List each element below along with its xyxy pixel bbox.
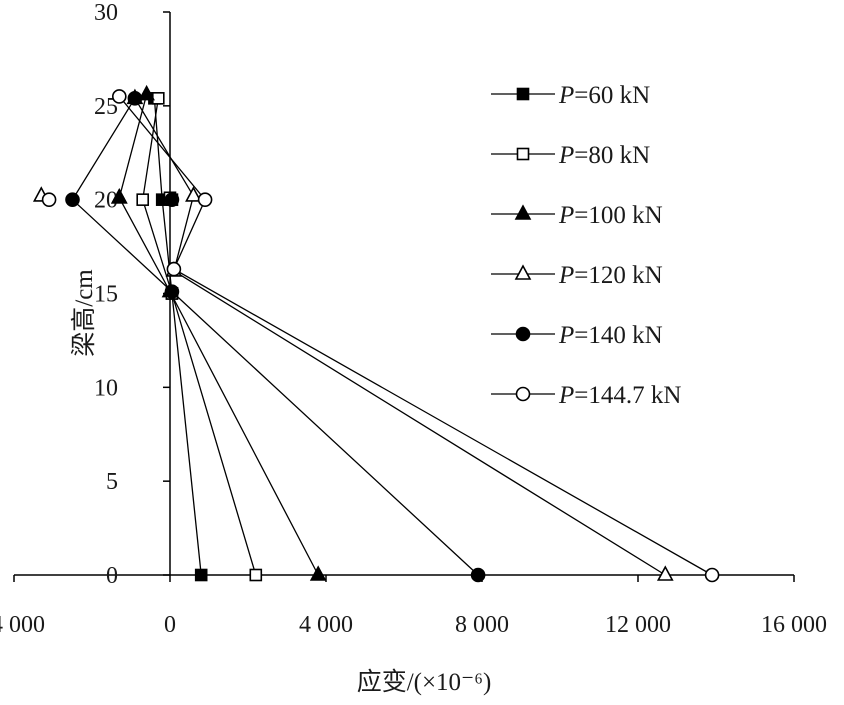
data-point-p-144_7-kn	[704, 567, 720, 583]
legend-label-p-120-kn: P=120 kN	[558, 262, 663, 289]
data-point-p-140-kn	[65, 192, 80, 207]
data-point-p-140-kn	[127, 91, 143, 106]
series-line-p-120-kn	[134, 97, 666, 576]
data-point-p-120-kn	[185, 186, 202, 202]
y-tick-label: 15	[94, 282, 118, 308]
series-markers	[32, 84, 720, 583]
x-tick-label: 12 000	[605, 612, 671, 638]
data-point-p-100-kn	[138, 84, 155, 101]
series-lines	[71, 94, 713, 576]
y-tick-label: 5	[106, 469, 118, 495]
data-point-p-144_7-kn	[197, 192, 213, 207]
series-line-p-80-kn	[142, 98, 257, 576]
legend-label-p-144_7-kn: P=144.7 kN	[558, 382, 681, 409]
data-point-p-144_7-kn	[41, 192, 57, 207]
data-point-p-80-kn	[249, 568, 263, 582]
data-point-p-140-kn	[164, 192, 180, 207]
data-point-p-80-kn	[136, 193, 149, 206]
data-point-p-60-kn	[194, 568, 208, 582]
legend-label-p-140-kn: P=140 kN	[558, 322, 663, 349]
y-tick-label: 30	[94, 0, 118, 26]
legend-marker-p-80-kn	[516, 147, 530, 161]
x-axis-title: 应变/(×10⁻⁶)	[357, 668, 492, 696]
data-point-p-144_7-kn	[112, 89, 127, 104]
legend-marker-p-144_7-kn	[515, 386, 531, 402]
y-tick-label: 10	[94, 375, 118, 401]
data-point-p-100-kn	[309, 565, 327, 581]
x-tick-label: 16 000	[761, 612, 827, 638]
data-point-p-140-kn	[470, 567, 486, 583]
legend-label-p-100-kn: P=100 kN	[558, 202, 663, 229]
series-line-p-60-kn	[153, 98, 202, 576]
x-tick-label: 0	[164, 612, 176, 638]
series-line-p-140-kn	[71, 97, 479, 576]
legend-marker-p-100-kn	[514, 204, 532, 220]
legend-marker-p-120-kn	[514, 264, 532, 280]
legend-marker-p-60-kn	[516, 87, 530, 101]
data-point-p-144_7-kn	[166, 261, 182, 277]
x-tick-label: 4 000	[299, 612, 353, 638]
legend: P=60 kN P=80 kN P=100 kN P=120 kN P=140 kN P=…	[491, 82, 681, 409]
y-axis-title: 梁高/cm	[70, 269, 98, 357]
data-point-p-140-kn	[164, 284, 180, 299]
legend-label-p-60-kn: P=60 kN	[558, 82, 650, 109]
legend-label-p-80-kn: P=80 kN	[558, 142, 650, 169]
x-tick-label: 8 000	[455, 612, 509, 638]
series-line-p-144_7-kn	[118, 96, 713, 576]
data-point-p-100-kn	[110, 188, 128, 204]
data-point-p-80-kn	[152, 92, 165, 105]
series-line-p-100-kn	[118, 94, 319, 576]
x-tick-label: -4 000	[0, 612, 45, 638]
y-tick-label: 0	[106, 563, 118, 589]
data-point-p-120-kn	[656, 565, 674, 581]
legend-marker-p-140-kn	[515, 326, 531, 342]
